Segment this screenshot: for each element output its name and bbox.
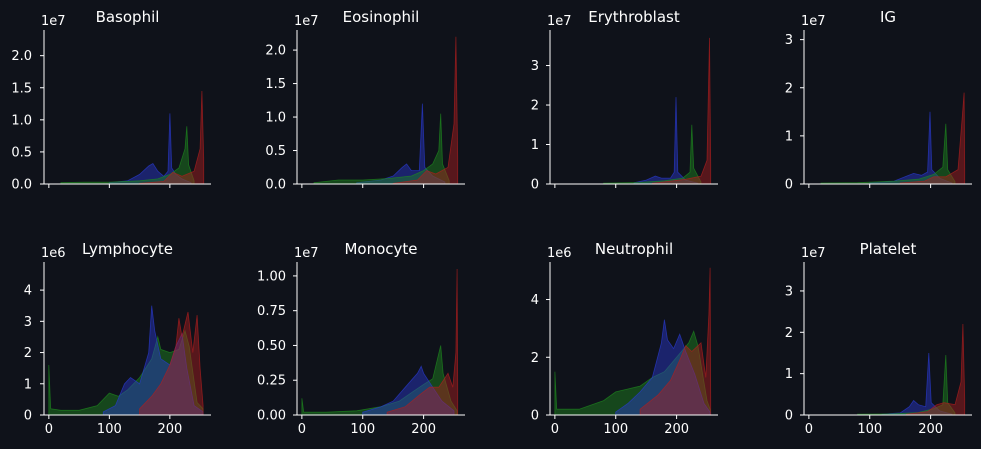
x-tick-label: 100 [857, 422, 882, 437]
y-tick-label: 1 [785, 129, 793, 144]
y-tick-label: 0 [24, 409, 32, 424]
panel-title: Monocyte [344, 240, 417, 258]
x-tick-label: 0 [805, 422, 813, 437]
offset-label: 1e6 [41, 246, 66, 261]
x-tick-label: 200 [157, 422, 182, 437]
panel-title: Eosinophil [343, 8, 420, 26]
x-tick-label: 200 [918, 422, 943, 437]
y-tick-label: 0.5 [11, 145, 32, 160]
y-tick-label: 0.5 [265, 144, 286, 159]
series-red [639, 267, 712, 416]
y-tick-label: 0.00 [257, 409, 286, 424]
panel-ig: 0 1 2 3 1e7 IG [785, 8, 972, 193]
y-tick-label: 2 [24, 346, 32, 361]
y-tick-label: 2.0 [11, 49, 32, 64]
series-green [60, 126, 195, 185]
panel-monocyte: 0.00 0.25 0.50 0.75 1.00 0 100 200 1e7 Monocyte [257, 240, 465, 437]
offset-label: 1e7 [801, 246, 826, 261]
y-tick-label: 0.25 [257, 374, 286, 389]
series-red [386, 268, 459, 416]
y-tick-label: 2 [531, 351, 539, 366]
x-tick-label: 100 [350, 422, 375, 437]
x-tick-label: 100 [97, 422, 122, 437]
x-tick-label: 0 [551, 422, 559, 437]
panel-neutrophil: 0 2 4 0 100 200 1e6 Neutrophil [531, 240, 718, 437]
y-tick-label: 3 [24, 315, 32, 330]
panel-erythroblast: 0 1 2 3 1e7 Erythroblast [531, 8, 718, 193]
y-tick-label: 1.0 [11, 113, 32, 128]
panel-title: Basophil [96, 8, 160, 26]
y-tick-label: 1.00 [257, 269, 286, 284]
series-green [313, 113, 450, 185]
y-tick-label: 3 [531, 59, 539, 74]
offset-label: 1e7 [294, 246, 319, 261]
series-red [139, 311, 204, 416]
y-tick-label: 2 [785, 81, 793, 96]
series-blue [102, 305, 204, 416]
offset-label: 1e7 [294, 14, 319, 29]
series-blue [362, 365, 455, 416]
y-tick-label: 1.5 [11, 81, 32, 96]
y-tick-label: 0 [785, 409, 793, 424]
y-tick-label: 4 [24, 284, 32, 299]
y-tick-label: 1.5 [265, 77, 286, 92]
y-tick-label: 1 [785, 367, 793, 382]
series-red [392, 36, 459, 185]
series-green [554, 330, 711, 416]
y-tick-label: 0.50 [257, 339, 286, 354]
panel-platelet: 0 1 2 3 0 100 200 1e7 Platelet [785, 240, 972, 437]
series-blue [108, 113, 192, 185]
offset-label: 1e7 [41, 14, 66, 29]
y-tick-label: 0 [531, 178, 539, 193]
series-red [899, 92, 966, 185]
y-tick-label: 0 [531, 409, 539, 424]
x-tick-label: 100 [603, 422, 628, 437]
panel-title: Erythroblast [588, 8, 680, 26]
y-tick-label: 2.0 [265, 44, 286, 59]
y-tick-label: 3 [785, 33, 793, 48]
y-tick-label: 1 [531, 138, 539, 153]
y-tick-label: 0.0 [11, 178, 32, 193]
series-blue [615, 319, 711, 416]
panel-title: Platelet [860, 240, 917, 258]
y-tick-label: 1 [24, 377, 32, 392]
y-tick-label: 2 [531, 99, 539, 114]
offset-label: 1e6 [547, 246, 572, 261]
panel-lymphocyte: 0 1 2 3 4 0 100 200 1e6 Lymphocyte [24, 240, 211, 437]
series-green [603, 124, 702, 185]
offset-label: 1e7 [547, 14, 572, 29]
y-tick-label: 0 [785, 178, 793, 193]
series-red [905, 323, 966, 416]
y-tick-label: 1.0 [265, 111, 286, 126]
panel-title: IG [880, 8, 896, 26]
series-blue [356, 103, 446, 185]
series-green [820, 123, 956, 185]
panel-title: Neutrophil [595, 240, 673, 258]
series-red [139, 90, 205, 185]
x-tick-label: 0 [298, 422, 306, 437]
y-tick-label: 4 [531, 293, 539, 308]
offset-label: 1e7 [801, 14, 826, 29]
series-green [857, 354, 956, 416]
panel-basophil: 0.0 0.5 1.0 1.5 2.0 1e7 Basophil [11, 8, 211, 193]
series-green [301, 345, 458, 416]
series-blue [633, 97, 699, 185]
panel-eosinophil: 0.0 0.5 1.0 1.5 2.0 1e7 Eosinophil [265, 8, 465, 193]
x-tick-label: 200 [411, 422, 436, 437]
panel-title: Lymphocyte [82, 240, 173, 258]
series-blue [881, 352, 953, 416]
series-red [651, 37, 712, 185]
y-tick-label: 0.75 [257, 304, 286, 319]
x-tick-label: 0 [45, 422, 53, 437]
y-tick-label: 3 [785, 284, 793, 299]
x-tick-label: 200 [664, 422, 689, 437]
y-tick-label: 0.0 [265, 178, 286, 193]
series-green [48, 329, 204, 416]
y-tick-label: 2 [785, 326, 793, 341]
